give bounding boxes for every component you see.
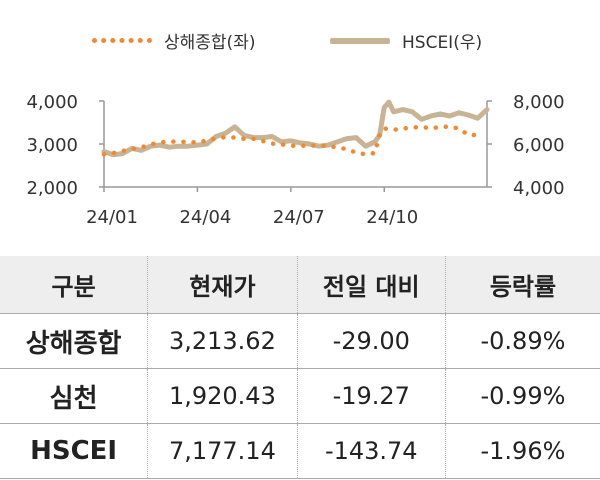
column-header: 전일 대비 [296,256,446,314]
legend-dotted-marker [92,38,152,43]
column-header: 등락률 [444,256,600,314]
table-row: 심천 1,920.43 -19.27 -0.99% [0,368,600,424]
column-header: 구분 [0,256,148,314]
left-tick-label: 4,000 [26,92,78,113]
change-rate: -0.89% [444,313,600,369]
right-tick-label: 6,000 [513,135,565,156]
current-price: 1,920.43 [147,368,298,424]
series-line-shanghai [101,124,480,157]
chart-area: 상해종합(좌) HSCEI(우) 2,000 3,000 4,000 4,000 6,0… [0,28,600,228]
day-change: -19.27 [296,368,446,424]
series-line-hscei [101,99,490,158]
change-rate: -1.96% [444,423,600,479]
x-tick-label: 24/04 [179,207,231,228]
legend-line-marker [330,37,390,44]
index-name: 심천 [0,368,148,424]
table-row: HSCEI 7,177.14 -143.74 -1.96% [0,423,600,479]
current-price: 7,177.14 [147,423,298,479]
index-name: HSCEI [0,423,148,479]
legend-item-hscei: HSCEI(우) [330,28,482,53]
table-header-row: 구분 현재가 전일 대비 등락률 [0,256,600,314]
right-tick-label: 4,000 [513,178,565,199]
legend-label-hscei: HSCEI(우) [402,33,483,53]
x-tick-label: 24/07 [273,207,325,228]
left-tick-label: 2,000 [26,178,78,199]
table-row: 상해종합 3,213.62 -29.00 -0.89% [0,313,600,369]
right-tick-label: 8,000 [513,92,565,113]
change-rate: -0.99% [444,368,600,424]
line-chart: 2,000 3,000 4,000 4,000 6,000 8,000 24/01 24/04… [26,92,565,228]
legend-item-shanghai: 상해종합(좌) [92,28,255,53]
x-tick-label: 24/10 [366,207,418,228]
day-change: -29.00 [296,313,446,369]
day-change: -143.74 [296,423,446,479]
current-price: 3,213.62 [147,313,298,369]
left-tick-label: 3,000 [26,135,78,156]
index-table: 구분 현재가 전일 대비 등락률 상해종합 3,213.62 -29.00 -0… [0,256,600,479]
legend-label-shanghai: 상해종합(좌) [164,33,256,53]
x-tick-label: 24/01 [86,207,138,228]
index-name: 상해종합 [0,313,148,369]
legend: 상해종합(좌) HSCEI(우) [0,28,600,58]
column-header: 현재가 [147,256,298,314]
